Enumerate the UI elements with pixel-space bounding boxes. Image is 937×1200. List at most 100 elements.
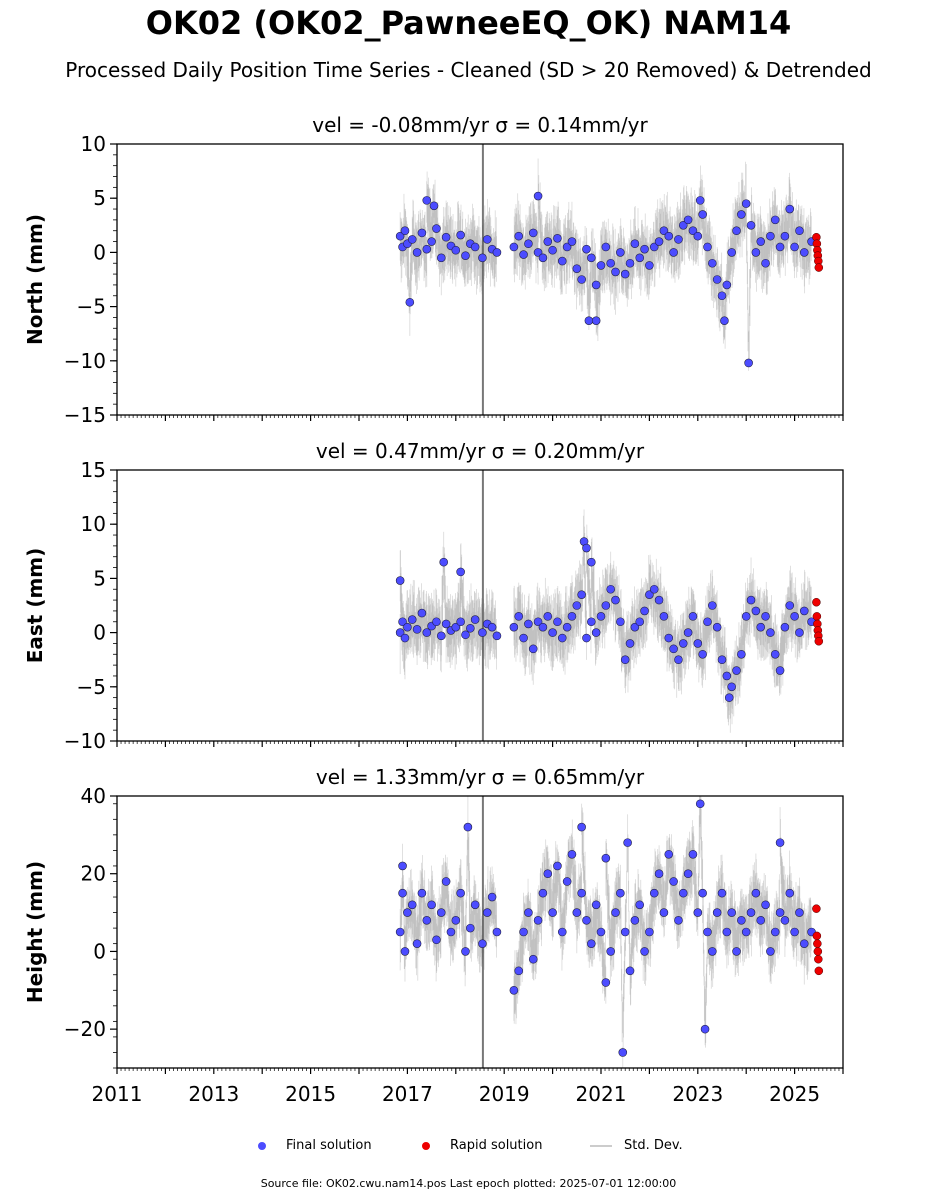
final-point bbox=[700, 1024, 710, 1034]
final-point bbox=[717, 888, 727, 898]
final-point bbox=[492, 631, 502, 641]
final-point bbox=[553, 861, 562, 871]
final-point bbox=[799, 248, 809, 257]
final-point bbox=[528, 228, 538, 238]
final-point bbox=[487, 892, 497, 902]
final-point bbox=[669, 248, 678, 257]
xtick-label: 2021 bbox=[576, 1082, 627, 1106]
final-point bbox=[548, 908, 557, 917]
rapid-point bbox=[814, 954, 823, 964]
final-point bbox=[688, 226, 698, 236]
final-point bbox=[746, 908, 756, 917]
final-point bbox=[712, 275, 722, 284]
final-point bbox=[596, 261, 606, 270]
final-point bbox=[405, 297, 415, 307]
final-point bbox=[770, 649, 780, 659]
final-point bbox=[514, 231, 524, 241]
final-point bbox=[611, 908, 620, 917]
final-point bbox=[775, 242, 785, 252]
final-point bbox=[761, 612, 770, 621]
final-point bbox=[533, 248, 543, 257]
final-point bbox=[780, 622, 790, 632]
final-point bbox=[741, 199, 751, 208]
final-point bbox=[572, 601, 582, 610]
final-point bbox=[451, 916, 461, 925]
final-point bbox=[538, 888, 548, 898]
final-point bbox=[674, 916, 683, 925]
final-point bbox=[669, 644, 678, 654]
final-point bbox=[751, 248, 761, 257]
final-point bbox=[596, 612, 606, 621]
final-point bbox=[698, 888, 707, 898]
final-point bbox=[659, 908, 669, 917]
final-point bbox=[640, 947, 649, 956]
final-point bbox=[708, 601, 717, 610]
final-point bbox=[456, 567, 465, 577]
ytick-label: 5 bbox=[93, 566, 106, 590]
final-point bbox=[606, 584, 615, 594]
final-point bbox=[407, 235, 417, 244]
final-point bbox=[524, 619, 533, 629]
xtick-label: 2025 bbox=[769, 1082, 820, 1106]
final-point bbox=[572, 908, 582, 917]
final-point bbox=[463, 822, 473, 832]
final-point bbox=[669, 877, 678, 886]
final-point bbox=[403, 908, 412, 917]
final-point bbox=[664, 231, 674, 241]
final-point bbox=[572, 264, 582, 273]
final-point bbox=[567, 237, 577, 246]
chart-subtitle: Processed Daily Position Time Series - C… bbox=[65, 58, 872, 82]
legend-stddev-label: Std. Dev. bbox=[624, 1138, 683, 1153]
final-point bbox=[775, 838, 785, 847]
final-point bbox=[790, 927, 799, 937]
final-point bbox=[645, 261, 654, 270]
final-point bbox=[533, 916, 543, 925]
final-point bbox=[654, 869, 664, 879]
final-point bbox=[766, 947, 775, 956]
final-point bbox=[620, 655, 630, 665]
final-point bbox=[732, 666, 741, 675]
final-point bbox=[407, 900, 417, 910]
rapid-point bbox=[812, 904, 821, 913]
markers bbox=[395, 799, 824, 1057]
final-point bbox=[528, 644, 538, 654]
rapid-point bbox=[812, 931, 822, 941]
final-point bbox=[487, 622, 497, 632]
final-point bbox=[533, 617, 543, 627]
final-point bbox=[596, 927, 606, 937]
legend-final-label: Final solution bbox=[286, 1138, 372, 1153]
final-point bbox=[620, 927, 630, 937]
final-point bbox=[398, 888, 407, 898]
final-point bbox=[557, 927, 567, 937]
ylabel: Height (mm) bbox=[23, 861, 47, 1003]
legend-final-marker bbox=[258, 1141, 266, 1150]
final-point bbox=[577, 275, 586, 284]
final-point bbox=[439, 557, 449, 567]
final-point bbox=[751, 606, 761, 616]
final-point bbox=[703, 927, 712, 937]
final-point bbox=[548, 245, 557, 255]
final-point bbox=[543, 237, 553, 246]
final-point bbox=[543, 869, 553, 879]
ylabel: East (mm) bbox=[23, 548, 47, 664]
legend-final: Final solution bbox=[258, 1138, 372, 1153]
final-point bbox=[478, 628, 487, 637]
final-point bbox=[695, 799, 705, 809]
final-point bbox=[422, 916, 432, 925]
ytick-label: 20 bbox=[81, 862, 106, 886]
final-point bbox=[436, 631, 446, 641]
final-point bbox=[417, 228, 427, 238]
final-point bbox=[717, 291, 727, 301]
final-point bbox=[623, 838, 632, 847]
final-point bbox=[432, 224, 441, 233]
ytick-label: 5 bbox=[93, 186, 106, 210]
final-point bbox=[400, 226, 410, 236]
panel-north: −15 −10 −5 0 5 10 vel = -0.08mm/yr σ = 0.14mm/… bbox=[23, 113, 844, 427]
final-point bbox=[795, 628, 804, 637]
final-point bbox=[795, 226, 804, 236]
final-point bbox=[436, 908, 446, 917]
legend-rapid: Rapid solution bbox=[422, 1138, 542, 1153]
final-point bbox=[432, 935, 441, 945]
final-point bbox=[466, 923, 475, 933]
final-point bbox=[756, 237, 766, 246]
